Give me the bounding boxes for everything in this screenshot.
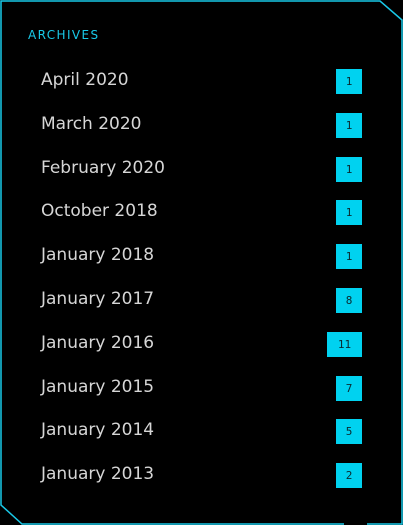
archive-link-january-2016[interactable]: January 2016 xyxy=(41,332,155,353)
archive-item-january-2015: January 2015 7 xyxy=(0,365,403,409)
archive-count-badge: 5 xyxy=(336,419,362,445)
archive-item-january-2016: January 2016 11 xyxy=(0,321,403,365)
archive-link-january-2013[interactable]: January 2013 xyxy=(41,464,155,485)
archive-count-badge: 2 xyxy=(336,463,362,489)
archive-count-badge: 1 xyxy=(336,156,362,182)
frame-bottom-tab xyxy=(344,520,367,525)
archive-link-february-2020[interactable]: February 2020 xyxy=(41,157,165,178)
archive-count-badge: 8 xyxy=(336,287,362,313)
archive-count-badge: 11 xyxy=(327,331,362,357)
archive-link-april-2020[interactable]: April 2020 xyxy=(41,70,129,90)
archives-heading: ARCHIVES xyxy=(28,28,100,42)
archive-link-january-2018[interactable]: January 2018 xyxy=(41,245,155,266)
archive-count-badge: 1 xyxy=(336,244,362,270)
archive-count-badge: 1 xyxy=(336,112,362,138)
archive-item-april-2020: April 2020 1 xyxy=(0,58,403,102)
archive-link-january-2014[interactable]: January 2014 xyxy=(41,420,155,441)
archive-count-badge: 7 xyxy=(336,375,362,401)
archives-list: April 2020 1 March 2020 1 February 2020 … xyxy=(0,58,403,496)
archive-item-february-2020: February 2020 1 xyxy=(0,146,403,190)
archive-link-january-2015[interactable]: January 2015 xyxy=(41,376,155,397)
archive-item-january-2014: January 2014 5 xyxy=(0,408,403,452)
archive-link-october-2018[interactable]: October 2018 xyxy=(41,201,158,222)
archive-link-march-2020[interactable]: March 2020 xyxy=(41,113,142,134)
archive-count-badge: 1 xyxy=(336,200,362,226)
archive-item-march-2020: March 2020 1 xyxy=(0,102,403,146)
archive-link-january-2017[interactable]: January 2017 xyxy=(41,288,155,309)
archive-item-january-2017: January 2017 8 xyxy=(0,277,403,321)
archive-item-january-2018: January 2018 1 xyxy=(0,233,403,277)
archive-item-january-2013: January 2013 2 xyxy=(0,452,403,496)
archive-item-october-2018: October 2018 1 xyxy=(0,189,403,233)
archive-count-badge: 1 xyxy=(336,69,362,94)
